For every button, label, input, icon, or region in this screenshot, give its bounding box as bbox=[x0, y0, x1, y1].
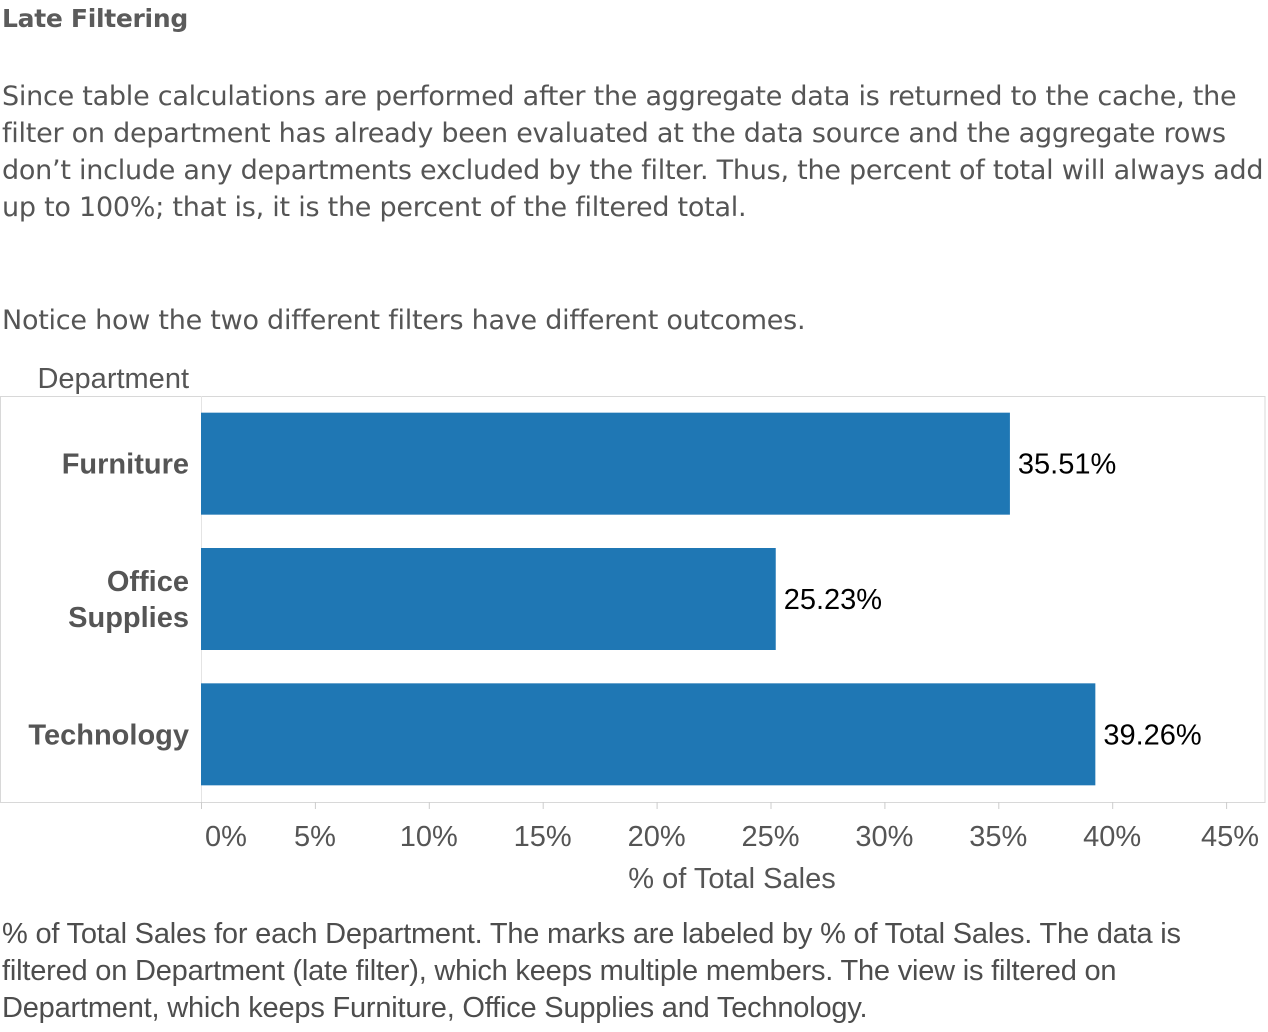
x-tick-label: 40% bbox=[1083, 821, 1141, 853]
bars bbox=[201, 412, 1096, 786]
category-label-line: Office bbox=[107, 566, 189, 598]
x-tick-label: 35% bbox=[969, 821, 1027, 853]
x-tick-label: 20% bbox=[628, 821, 686, 853]
x-tick-label: 25% bbox=[741, 821, 799, 853]
category-label: Technology bbox=[28, 719, 189, 751]
x-tick-label: 30% bbox=[855, 821, 913, 853]
page-title: Late Filtering bbox=[2, 4, 188, 33]
chart-caption: % of Total Sales for each Department. Th… bbox=[2, 918, 1181, 1024]
percent-of-sales-bar-chart: Department Furniture Office Supplies Techno… bbox=[0, 363, 1266, 895]
category-label: Furniture bbox=[62, 449, 189, 481]
notice-paragraph: Notice how the two different filters hav… bbox=[2, 305, 806, 336]
bar bbox=[201, 548, 776, 650]
bar-value-label: 35.51% bbox=[1018, 449, 1116, 481]
chart-frame-border bbox=[0, 396, 1266, 803]
description-paragraph: Since table calculations are performed a… bbox=[2, 81, 1264, 223]
x-tick-label: 45% bbox=[1201, 821, 1259, 853]
category-labels: Furniture Office Supplies Technology bbox=[28, 449, 189, 752]
bar-value-labels: 35.51% 25.23% 39.26% bbox=[784, 449, 1202, 752]
category-label-line: Supplies bbox=[68, 602, 189, 634]
bar-value-label: 25.23% bbox=[784, 584, 882, 616]
x-axis-title: % of Total Sales bbox=[628, 863, 835, 895]
x-tick-label: 5% bbox=[294, 821, 336, 853]
bar bbox=[201, 412, 1010, 515]
bar bbox=[201, 683, 1096, 786]
bar-value-label: 39.26% bbox=[1103, 719, 1201, 751]
row-header-label: Department bbox=[37, 363, 189, 395]
x-tick-label: 15% bbox=[514, 821, 572, 853]
x-axis: 0% 5% 10% 15% 20% 25% 30% 35% 40% 45% bbox=[201, 802, 1259, 853]
x-tick-label: 10% bbox=[400, 821, 458, 853]
x-tick-label: 0% bbox=[205, 821, 247, 853]
